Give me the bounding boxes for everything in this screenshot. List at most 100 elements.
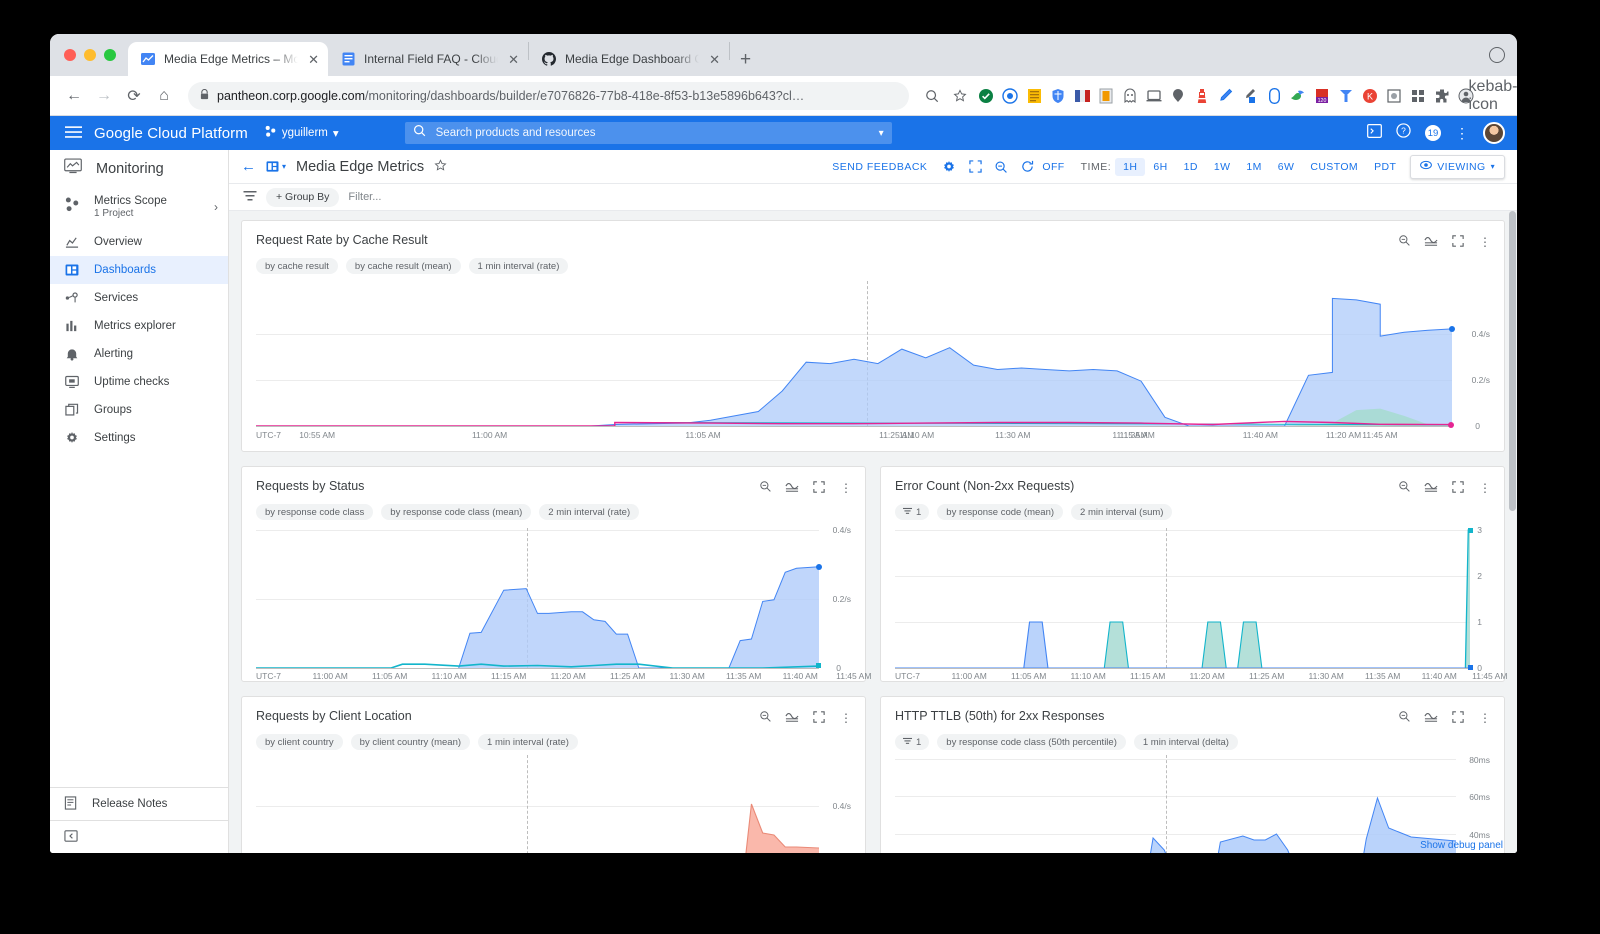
chart-chip[interactable]: by cache result — [256, 258, 338, 274]
project-selector[interactable]: yguillerm ▾ — [264, 125, 339, 141]
sidebar-item-overview[interactable]: Overview — [50, 228, 228, 256]
chart-zoom-icon[interactable] — [1397, 234, 1411, 250]
tab-search-icon[interactable] — [1489, 47, 1505, 63]
chart-chip[interactable]: by response code class (mean) — [381, 504, 532, 520]
home-button[interactable]: ⌂ — [159, 86, 169, 104]
chart-plot-area[interactable]: 3 2 1 0 UTC-7 11:00 AM 11:05 AM 11:10 AM… — [895, 525, 1507, 681]
ghost-icon[interactable] — [1119, 85, 1141, 107]
chart-fullscreen-icon[interactable] — [812, 480, 826, 496]
dashboard-scrollbar[interactable] — [1509, 211, 1516, 511]
star-outline-icon[interactable] — [434, 158, 447, 175]
chart-chip[interactable]: 2 min interval (sum) — [1071, 504, 1173, 520]
close-tab-icon[interactable]: ✕ — [508, 51, 519, 67]
notification-badge[interactable]: 19 — [1425, 125, 1441, 141]
chart-filter-chip[interactable]: 1 — [895, 504, 930, 520]
chart-zoom-icon[interactable] — [1397, 480, 1411, 496]
k-icon[interactable]: K — [1359, 85, 1381, 107]
balloon-icon[interactable] — [1167, 85, 1189, 107]
gcp-search-input[interactable]: Search products and resources ▾ — [404, 122, 892, 144]
sidebar-item-alerting[interactable]: Alerting — [50, 340, 228, 368]
sidebar-item-metrics-explorer[interactable]: Metrics explorer — [50, 312, 228, 340]
chart-legend-icon[interactable] — [1424, 235, 1438, 250]
time-range-6w[interactable]: 6W — [1277, 160, 1295, 173]
dashboard-grid[interactable]: Request Rate by Cache Result ⋮ by cache … — [229, 211, 1517, 853]
gear-icon[interactable] — [936, 155, 962, 179]
chart-chip[interactable]: 1 min interval (rate) — [468, 258, 569, 274]
shield-blue-icon[interactable] — [1047, 85, 1069, 107]
checkmark-green-icon[interactable] — [975, 85, 997, 107]
chart-more-options-icon[interactable]: ⋮ — [840, 711, 852, 725]
chart-chip[interactable]: 1 min interval (delta) — [1133, 734, 1238, 750]
group-by-button[interactable]: + Group By — [266, 187, 340, 207]
star-icon[interactable] — [947, 83, 973, 109]
chart-chip[interactable]: by response code (mean) — [937, 504, 1064, 520]
time-range-1d[interactable]: 1D — [1183, 160, 1198, 173]
show-debug-panel-link[interactable]: Show debug panel — [1420, 840, 1503, 851]
kebab-icon[interactable]: ⋮ — [1455, 124, 1469, 141]
chart-more-options-icon[interactable]: ⋮ — [1479, 481, 1491, 495]
chart-chip[interactable]: by response code class (50th percentile) — [937, 734, 1126, 750]
browser-tab-1[interactable]: Media Edge Metrics – Monitoring ✕ — [128, 42, 328, 76]
puzzle-icon[interactable] — [1431, 85, 1453, 107]
chart-plot-area[interactable]: 80ms 60ms 40ms — [895, 755, 1490, 853]
sidebar-item-services[interactable]: Services — [50, 284, 228, 312]
battery-120-icon[interactable]: 120 — [1311, 85, 1333, 107]
time-range-1h[interactable]: 1H — [1115, 157, 1146, 176]
grid-icon[interactable] — [1407, 85, 1429, 107]
bird-icon[interactable] — [1287, 85, 1309, 107]
reload-button[interactable]: ⟳ — [127, 87, 141, 105]
chart-chip[interactable]: by client country — [256, 734, 343, 750]
minimize-window-button[interactable] — [84, 49, 96, 61]
chart-plot-area[interactable]: 0.4/s — [256, 755, 851, 853]
viewing-button[interactable]: VIEWING ▾ — [1410, 154, 1505, 179]
close-tab-icon[interactable]: ✕ — [709, 51, 720, 67]
browser-tab-2[interactable]: Internal Field FAQ - Cloud Med ✕ — [328, 42, 528, 76]
time-range-6h[interactable]: 6H — [1153, 160, 1168, 173]
chart-chip[interactable]: by client country (mean) — [350, 734, 471, 750]
terminal-icon[interactable] — [1367, 123, 1382, 143]
close-tab-icon[interactable]: ✕ — [308, 51, 319, 67]
send-feedback-button[interactable]: SEND FEEDBACK — [832, 160, 928, 173]
chart-legend-icon[interactable] — [1424, 711, 1438, 726]
stamp-icon[interactable] — [1383, 85, 1405, 107]
chevron-down-icon[interactable]: ▾ — [878, 127, 884, 139]
filter-input[interactable]: Filter... — [348, 191, 382, 203]
book-icon[interactable] — [1095, 85, 1117, 107]
browser-tab-3[interactable]: Media Edge Dashboard Config ✕ — [529, 42, 729, 76]
avatar[interactable] — [1483, 122, 1505, 144]
close-window-button[interactable] — [64, 49, 76, 61]
chart-zoom-icon[interactable] — [758, 480, 772, 496]
chart-plot-area[interactable]: 0.4/s 0.2/s 0 UTC-7 11:00 AM 11:05 AM 11… — [256, 525, 871, 681]
auto-refresh-status[interactable]: OFF — [1042, 160, 1065, 173]
dashboard-icon[interactable]: ▾ — [266, 160, 286, 173]
gcp-brand[interactable]: Google Cloud Platform — [94, 124, 248, 142]
filter-icon[interactable] — [243, 190, 257, 205]
sidebar-collapse-button[interactable] — [50, 820, 228, 853]
time-range-1m[interactable]: 1M — [1246, 160, 1262, 173]
chart-chip[interactable]: by response code class — [256, 504, 374, 520]
maximize-window-button[interactable] — [104, 49, 116, 61]
chart-legend-icon[interactable] — [785, 711, 799, 726]
timezone-button[interactable]: PDT — [1374, 160, 1397, 173]
hamburger-icon[interactable] — [62, 123, 84, 143]
laptop-icon[interactable] — [1143, 85, 1165, 107]
chart-fullscreen-icon[interactable] — [1451, 234, 1465, 250]
forward-button[interactable]: → — [96, 86, 112, 104]
chart-fullscreen-icon[interactable] — [1451, 710, 1465, 726]
zoom-out-icon[interactable] — [988, 155, 1014, 179]
sidebar-item-groups[interactable]: Groups — [50, 396, 228, 424]
search-icon[interactable] — [919, 83, 945, 109]
refresh-icon[interactable] — [1014, 155, 1040, 179]
metrics-scope-selector[interactable]: Metrics Scope 1 Project › — [50, 187, 228, 228]
back-button[interactable]: ← — [66, 86, 82, 104]
pen-blue-icon[interactable] — [1239, 85, 1261, 107]
chevron-down-icon[interactable]: ▾ — [282, 162, 287, 171]
chart-legend-icon[interactable] — [1424, 481, 1438, 496]
chart-fullscreen-icon[interactable] — [1451, 480, 1465, 496]
lighthouse-icon[interactable] — [1191, 85, 1213, 107]
back-arrow-icon[interactable]: ← — [241, 158, 256, 175]
chart-legend-icon[interactable] — [785, 481, 799, 496]
notes-icon[interactable] — [1023, 85, 1045, 107]
fullscreen-icon[interactable] — [962, 155, 988, 179]
eye-blue-icon[interactable] — [999, 85, 1021, 107]
